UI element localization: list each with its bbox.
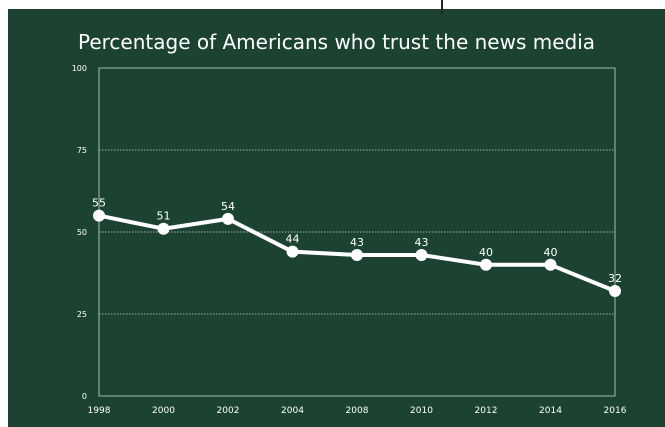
y-tick-label-25: 25	[77, 310, 87, 319]
data-point-2008	[351, 248, 363, 261]
y-tick-label-0: 0	[82, 392, 87, 401]
data-point-2000	[157, 222, 170, 235]
data-point-2004	[286, 245, 299, 258]
data-label-2008: 43	[350, 236, 364, 249]
chart-title: Percentage of Americans who trust the ne…	[77, 30, 596, 54]
data-point-1998	[93, 209, 105, 222]
data-label-2016: 32	[608, 272, 622, 285]
top-divider-mark	[441, 0, 443, 14]
data-label-1998: 55	[92, 197, 106, 210]
x-tick-label-1998: 1998	[88, 406, 111, 416]
data-label-2014: 40	[544, 246, 558, 259]
x-tick-label-2014: 2014	[539, 406, 562, 416]
x-tick-label-2000: 2000	[152, 406, 175, 416]
x-tick-label-2004: 2004	[281, 406, 304, 416]
x-tick-label-2010: 2010	[410, 406, 433, 416]
data-point-2016	[609, 285, 621, 298]
data-label-2002: 54	[221, 200, 235, 213]
data-point-2010	[415, 248, 428, 261]
data-label-2012: 40	[479, 246, 493, 259]
y-tick-label-100: 100	[72, 64, 87, 73]
y-tick-label-75: 75	[77, 146, 87, 155]
data-point-2002	[222, 212, 234, 225]
y-tick-label-50: 50	[77, 228, 87, 237]
x-tick-label-2002: 2002	[217, 406, 240, 416]
data-label-2010: 43	[415, 236, 429, 249]
data-label-2000: 51	[157, 210, 171, 223]
data-label-2004: 44	[286, 233, 300, 246]
x-tick-label-2012: 2012	[475, 406, 498, 416]
x-tick-label-2016: 2016	[604, 406, 627, 416]
data-point-2012	[480, 258, 492, 271]
data-point-2014	[544, 258, 557, 271]
x-tick-label-2008: 2008	[346, 406, 369, 416]
